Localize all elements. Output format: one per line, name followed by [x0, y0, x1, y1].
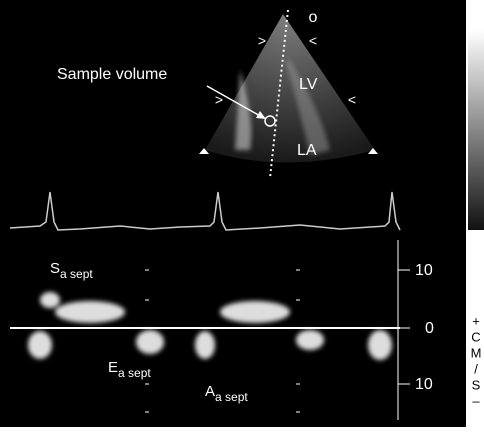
unit-char: / — [474, 361, 478, 376]
annotation: Sample volume — [57, 66, 167, 83]
wall-marker: < — [309, 33, 317, 49]
scale-label: 10 — [415, 376, 433, 393]
unit-char: C — [471, 329, 480, 344]
chamber-label: LV — [299, 76, 318, 93]
wall-marker: > — [215, 92, 223, 108]
wall-marker: > — [258, 33, 266, 49]
unit-char: – — [472, 393, 480, 408]
unit-char: M — [471, 345, 482, 360]
gray-scale-bar — [468, 30, 484, 230]
unit-label: +CM/S– — [471, 313, 482, 408]
unit-char: S — [472, 377, 481, 392]
orientation-marker: o — [309, 9, 318, 26]
scale-label: 10 — [415, 262, 433, 279]
wall-marker: < — [348, 92, 356, 108]
unit-char: + — [472, 313, 480, 328]
page: o > < > < LV LA Sample volume 10 0 10 Sa… — [0, 0, 484, 432]
chamber-label: LA — [297, 142, 317, 159]
echo-image: o > < > < LV LA Sample volume 10 0 10 Sa… — [0, 0, 484, 427]
scale-label: 0 — [425, 320, 434, 337]
background — [0, 0, 466, 427]
